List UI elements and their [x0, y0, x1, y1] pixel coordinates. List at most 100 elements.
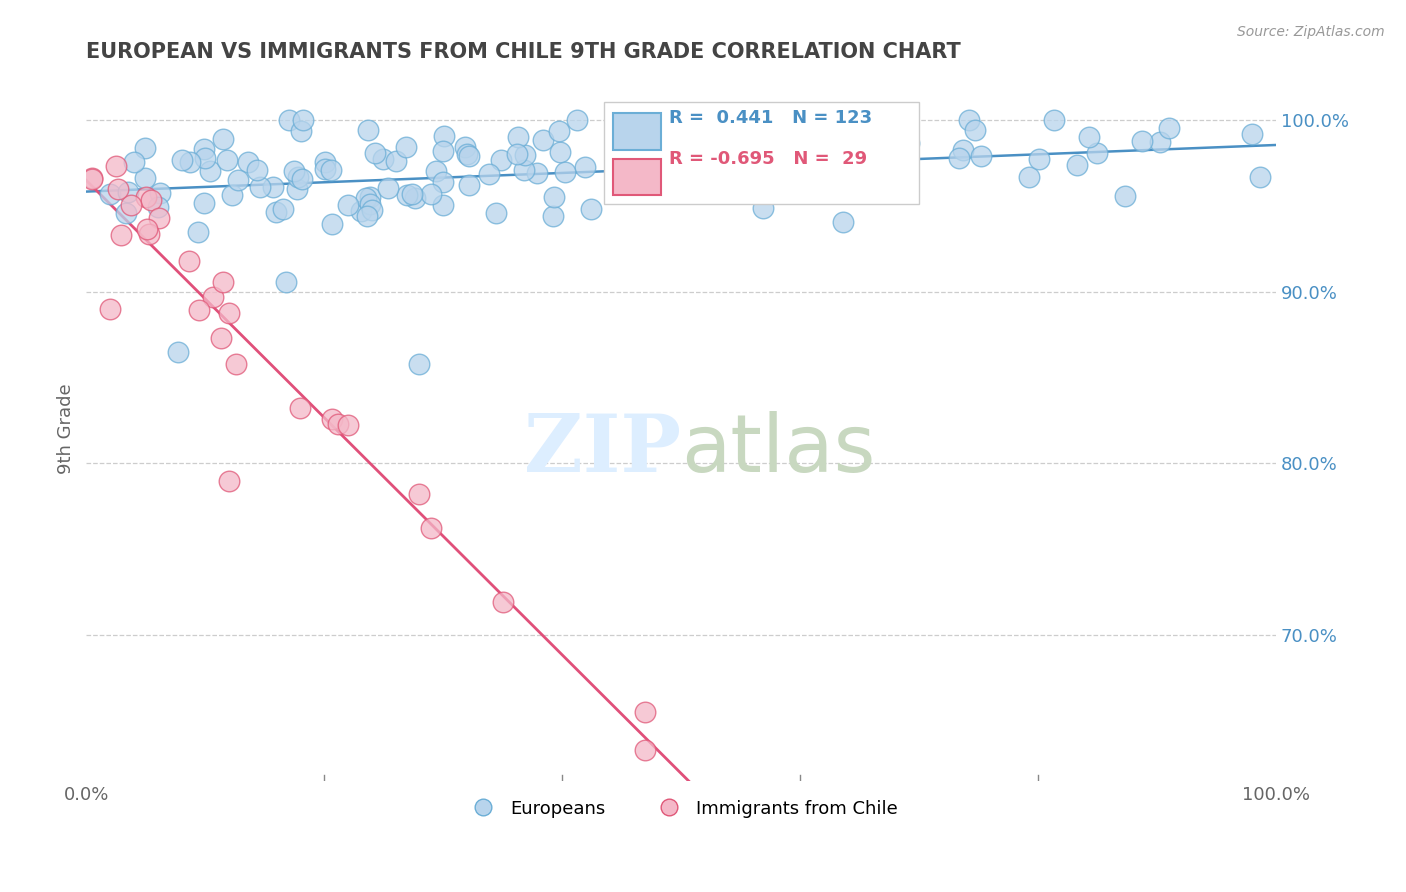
Point — [122, 155, 145, 169]
Text: ZIP: ZIP — [524, 411, 681, 489]
Point — [246, 162, 269, 177]
Point — [117, 185, 139, 199]
Point — [685, 161, 707, 176]
Point — [98, 301, 121, 316]
Point — [278, 113, 301, 128]
Point — [104, 159, 127, 173]
Point — [187, 225, 209, 239]
Point — [432, 197, 454, 211]
Point — [283, 164, 305, 178]
Point — [1240, 128, 1263, 142]
Y-axis label: 9th Grade: 9th Grade — [58, 384, 75, 475]
Point — [574, 161, 596, 175]
Point — [1018, 169, 1040, 184]
Point — [1042, 113, 1064, 128]
Point — [356, 191, 378, 205]
Point — [395, 188, 418, 202]
Point — [177, 254, 200, 268]
Point — [167, 344, 190, 359]
Point — [606, 128, 628, 143]
Point — [385, 153, 408, 168]
Point — [456, 147, 478, 161]
Point — [1130, 134, 1153, 148]
Point — [420, 521, 443, 535]
Point — [433, 129, 456, 144]
Point — [110, 228, 132, 243]
Point — [271, 202, 294, 217]
Point — [350, 203, 373, 218]
Point — [138, 227, 160, 242]
Point — [360, 190, 382, 204]
Point — [897, 136, 920, 150]
Point — [211, 275, 233, 289]
Text: atlas: atlas — [681, 411, 876, 489]
Point — [965, 123, 987, 137]
Point — [238, 155, 260, 169]
Text: R = -0.695   N =  29: R = -0.695 N = 29 — [669, 150, 868, 168]
Point — [225, 357, 247, 371]
Point — [567, 113, 589, 128]
Point — [676, 175, 699, 189]
Text: EUROPEAN VS IMMIGRANTS FROM CHILE 9TH GRADE CORRELATION CHART: EUROPEAN VS IMMIGRANTS FROM CHILE 9TH GR… — [86, 42, 962, 62]
Point — [634, 706, 657, 720]
Point — [492, 594, 515, 608]
Point — [359, 197, 381, 211]
Point — [458, 178, 481, 192]
Point — [120, 198, 142, 212]
Point — [114, 206, 136, 220]
Point — [1078, 130, 1101, 145]
Point — [623, 160, 645, 174]
Point — [846, 169, 869, 184]
Point — [408, 357, 430, 371]
Point — [319, 163, 342, 178]
Point — [1066, 158, 1088, 172]
Point — [957, 113, 980, 128]
Point — [948, 151, 970, 165]
Point — [454, 140, 477, 154]
Point — [638, 175, 661, 189]
Text: Source: ZipAtlas.com: Source: ZipAtlas.com — [1237, 25, 1385, 39]
Point — [135, 190, 157, 204]
Point — [193, 142, 215, 156]
Point — [170, 153, 193, 167]
Point — [146, 200, 169, 214]
Point — [291, 171, 314, 186]
Point — [287, 182, 309, 196]
Point — [425, 164, 447, 178]
FancyBboxPatch shape — [613, 159, 661, 195]
Point — [314, 155, 336, 169]
Point — [107, 182, 129, 196]
Point — [752, 201, 775, 215]
Point — [290, 123, 312, 137]
Point — [290, 401, 312, 416]
Point — [419, 186, 441, 201]
Point — [489, 153, 512, 167]
Point — [179, 155, 201, 169]
Point — [211, 132, 233, 146]
Point — [513, 147, 536, 161]
Point — [262, 179, 284, 194]
Point — [134, 140, 156, 154]
Point — [377, 181, 399, 195]
Point — [215, 153, 238, 167]
Point — [458, 149, 481, 163]
Point — [274, 275, 297, 289]
Point — [193, 195, 215, 210]
Point — [356, 209, 378, 223]
Point — [149, 186, 172, 200]
Point — [543, 190, 565, 204]
Point — [541, 210, 564, 224]
Point — [194, 151, 217, 165]
Point — [82, 171, 104, 186]
Point — [432, 145, 454, 159]
Point — [713, 155, 735, 169]
Point — [693, 174, 716, 188]
Point — [408, 486, 430, 500]
Point — [357, 122, 380, 136]
Point — [554, 165, 576, 179]
Point — [652, 183, 675, 197]
Point — [364, 146, 387, 161]
Point — [787, 181, 810, 195]
Point — [321, 217, 343, 231]
Point — [221, 188, 243, 202]
